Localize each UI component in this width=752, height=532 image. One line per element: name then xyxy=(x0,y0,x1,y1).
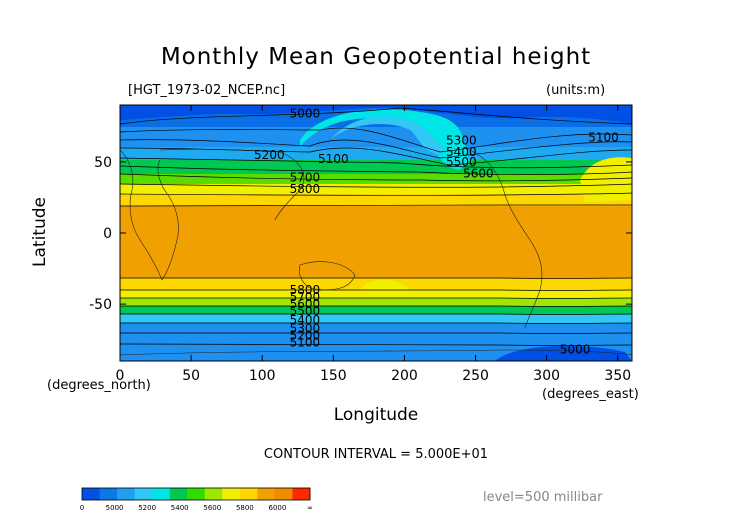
y-unit-label: (degrees_north) xyxy=(47,378,151,393)
contour-interval-label: CONTOUR INTERVAL = 5.000E+01 xyxy=(263,447,489,462)
contour-label: 5000 xyxy=(290,107,321,121)
contour-label: 5600 xyxy=(463,166,494,180)
colorbar-tick-label: 5600 xyxy=(203,504,221,512)
y-tick-label: -50 xyxy=(89,297,112,313)
contour-line-12 xyxy=(120,289,632,291)
south-pole-low xyxy=(495,345,632,361)
colorbar-swatch xyxy=(222,488,241,500)
contour-label: 5100 xyxy=(318,152,349,166)
band-5600-north xyxy=(120,174,632,184)
contour-label: 5500 xyxy=(290,304,321,318)
contour-line-5 xyxy=(120,157,632,169)
colorbar-swatch xyxy=(117,488,136,500)
level-label: level=500 millibar xyxy=(483,490,603,505)
coastline-australia xyxy=(299,261,356,291)
colorbar-swatch xyxy=(82,488,101,500)
x-tick-label: 350 xyxy=(604,368,631,384)
units-label: (units:m) xyxy=(546,83,606,98)
colorbar-swatch xyxy=(169,488,188,500)
north-pole-low xyxy=(120,105,632,124)
colorbar-swatch xyxy=(204,488,223,500)
contour-line-3 xyxy=(120,139,632,159)
contour-label: 5400 xyxy=(446,145,477,159)
colorbar-tick-label: 5400 xyxy=(171,504,189,512)
colorbar-swatch xyxy=(292,488,311,500)
x-axis-label: Longitude xyxy=(333,405,419,425)
y-tick-label: 50 xyxy=(94,155,112,171)
colorbar-swatch xyxy=(99,488,118,500)
x-tick-label: 50 xyxy=(182,368,200,384)
contour-label: 5800 xyxy=(290,182,321,196)
x-tick-label: 300 xyxy=(533,368,560,384)
contour-line-10 xyxy=(120,204,632,207)
band-5400-south xyxy=(120,314,632,323)
x-tick-label: 200 xyxy=(391,368,418,384)
contour-label: 5300 xyxy=(290,321,321,335)
contour-label: 5700 xyxy=(290,171,321,185)
band-5600-south xyxy=(120,298,632,306)
contour-line-18 xyxy=(120,343,632,346)
x-tick-label: 100 xyxy=(249,368,276,384)
contour-line-8 xyxy=(120,183,632,188)
colorbar-tick-label: 5800 xyxy=(236,504,254,512)
x-unit-label: (degrees_east) xyxy=(542,387,639,402)
band-5800-north xyxy=(120,194,632,206)
contour-label: 5100 xyxy=(588,131,619,145)
northeast-warm-patch xyxy=(580,157,632,202)
x-tick-label: 250 xyxy=(462,368,489,384)
contour-line-1 xyxy=(120,107,632,125)
file-label: [HGT_1973-02_NCEP.nc] xyxy=(128,83,286,98)
colorbar-swatch xyxy=(152,488,171,500)
colorbar-tick-label: ∞ xyxy=(307,504,313,512)
contour-label: 5000 xyxy=(560,343,591,357)
colorbar-tick-label: 5200 xyxy=(138,504,156,512)
y-tick-label: 0 xyxy=(103,226,112,242)
coastline-americas xyxy=(469,149,543,329)
contour-label: 5200 xyxy=(290,328,321,342)
band-tropics xyxy=(120,206,632,278)
north-ridge-cyan xyxy=(330,116,445,155)
contour-line-7 xyxy=(120,173,632,182)
contour-label: 5300 xyxy=(446,134,477,148)
contour-label: 5500 xyxy=(446,155,477,169)
colorbar-swatch xyxy=(274,488,293,500)
coastline-europe-africa xyxy=(120,149,179,281)
colorbar-swatch xyxy=(134,488,153,500)
band-5500-south xyxy=(120,306,632,314)
north-ridge-feature xyxy=(300,109,470,170)
x-tick-label: 0 xyxy=(116,368,125,384)
coastline-antarctica xyxy=(120,349,632,356)
south-warm-patch xyxy=(360,279,411,297)
contour-line-11 xyxy=(120,277,632,279)
contour-line-6 xyxy=(120,165,632,175)
contour-line-2 xyxy=(120,127,632,153)
band-5700-north xyxy=(120,184,632,194)
colorbar-tick-label: 0 xyxy=(80,504,84,512)
coastline-asia xyxy=(159,148,305,221)
contour-label: 5600 xyxy=(290,297,321,311)
band-5500-north xyxy=(120,160,632,174)
colorbar-tick-label: 5000 xyxy=(106,504,124,512)
contour-label: 5100 xyxy=(290,336,321,350)
contour-label: 5700 xyxy=(290,290,321,304)
band-5100-north xyxy=(120,127,632,147)
contour-label: 5200 xyxy=(254,148,285,162)
contour-label: 5800 xyxy=(290,283,321,297)
contour-label: 5400 xyxy=(290,313,321,327)
chart-title: Monthly Mean Geopotential height xyxy=(160,44,592,70)
colorbar-swatch xyxy=(187,488,206,500)
colorbar-swatch xyxy=(239,488,258,500)
x-tick-label: 150 xyxy=(320,368,347,384)
colorbar-frame xyxy=(81,487,311,501)
colorbar-swatch xyxy=(257,488,276,500)
colorbar-tick-label: 6000 xyxy=(269,504,287,512)
contour-line-9 xyxy=(120,192,632,196)
